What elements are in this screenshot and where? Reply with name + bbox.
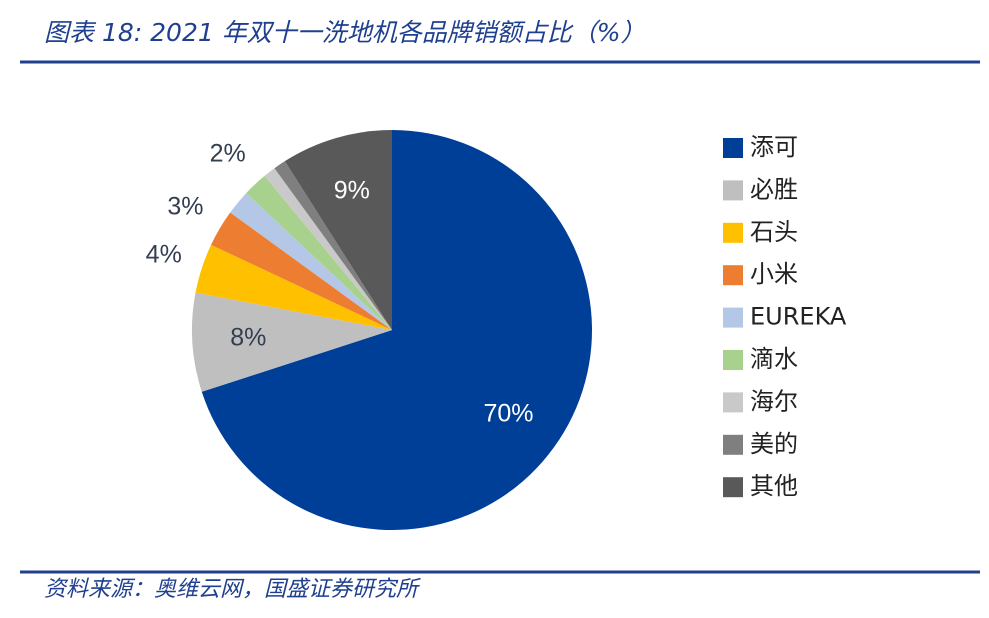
data-label: 8% — [230, 324, 266, 352]
data-label: 4% — [146, 240, 182, 268]
legend-label: 滴水 — [750, 345, 798, 373]
legend-swatch — [723, 434, 743, 455]
legend-label: EUREKA — [750, 303, 847, 331]
legend-swatch — [723, 307, 743, 328]
legend-label: 美的 — [750, 430, 798, 458]
pie-slice — [195, 244, 392, 330]
source-note: 资料来源：奥维云网，国盛证券研究所 — [44, 577, 421, 602]
legend-swatch — [723, 180, 743, 201]
legend-label: 海尔 — [750, 387, 798, 415]
data-label: 9% — [334, 176, 370, 204]
pie-slice — [246, 175, 392, 330]
chart-title: 图表 18: 2021 年双十一洗地机各品牌销额占比（%） — [44, 18, 645, 47]
pie-slice — [274, 161, 392, 330]
legend-label: 添可 — [750, 133, 798, 161]
pie-slice — [191, 292, 392, 392]
legend-swatch — [723, 477, 743, 498]
pie-slice — [201, 130, 592, 530]
pie-slice — [211, 212, 392, 330]
legend-swatch — [723, 265, 743, 286]
legend-label: 其他 — [750, 472, 798, 500]
pie-slice — [230, 193, 392, 330]
pie-slice — [264, 168, 392, 330]
legend-swatch — [723, 350, 743, 370]
legend-label: 小米 — [750, 260, 798, 288]
legend-swatch — [723, 222, 743, 243]
data-label: 3% — [167, 192, 203, 220]
pie-slice — [284, 130, 392, 330]
legend-label: 必胜 — [750, 175, 798, 203]
data-label: 70% — [483, 399, 533, 427]
data-label: 2% — [210, 140, 246, 168]
legend-label: 石头 — [750, 218, 798, 246]
legend-swatch — [723, 138, 743, 158]
legend-swatch — [723, 392, 743, 413]
